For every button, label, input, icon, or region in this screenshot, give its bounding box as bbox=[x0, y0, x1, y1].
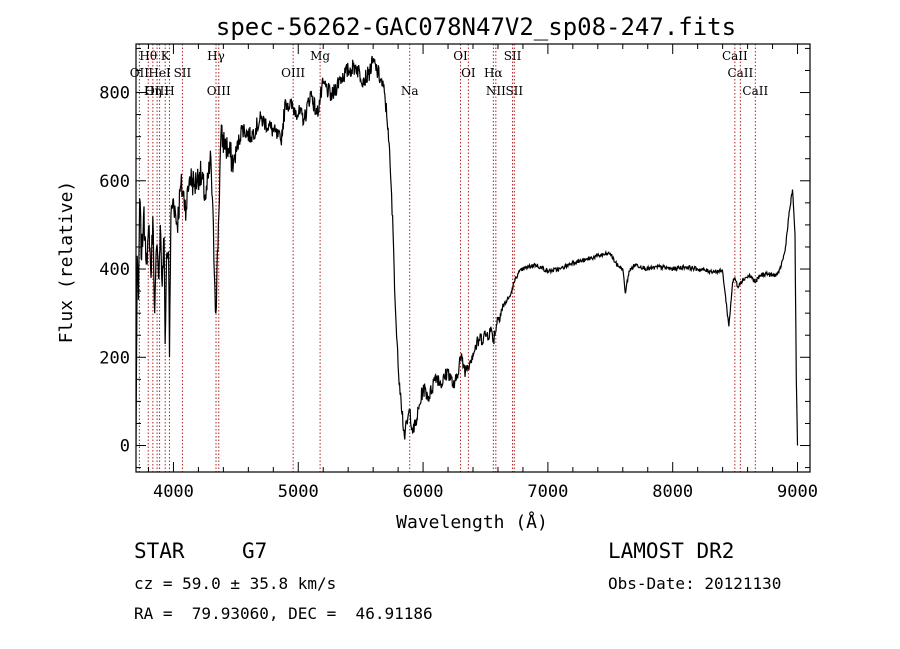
coordinates-text: RA = 79.93060, DEC = 46.91186 bbox=[134, 604, 433, 623]
x-tick-label: 4000 bbox=[153, 482, 194, 502]
line-marker-label: CaII bbox=[727, 66, 753, 80]
obs-date-text: Obs-Date: 20121130 bbox=[608, 574, 781, 593]
line-marker-label: SII bbox=[174, 66, 192, 80]
line-marker-label: OIII bbox=[207, 84, 231, 98]
line-marker-label: OII bbox=[130, 66, 150, 80]
x-tick-label: 5000 bbox=[278, 482, 319, 502]
line-marker-label: OIII bbox=[281, 66, 305, 80]
emission-line-markers bbox=[138, 44, 756, 472]
chart-title: spec-56262-GAC078N47V2_sp08-247.fits bbox=[216, 13, 736, 41]
line-marker-label: Na bbox=[401, 84, 419, 98]
x-tick-label: 6000 bbox=[403, 482, 444, 502]
x-tick-label: 7000 bbox=[527, 482, 568, 502]
line-marker-label: HeI bbox=[148, 66, 171, 80]
x-tick-label: 9000 bbox=[777, 482, 818, 502]
line-marker-label: H bbox=[164, 84, 174, 98]
line-marker-label: SII bbox=[504, 49, 522, 63]
y-axis-label: Flux (relative) bbox=[56, 181, 77, 344]
y-axis-ticks: 0 200 400 600 800 bbox=[99, 47, 810, 469]
x-axis-ticks: 4000 5000 6000 7000 8000 9000 bbox=[147, 44, 818, 502]
x-axis-label: Wavelength (Å) bbox=[396, 511, 548, 533]
line-marker-label: Hη bbox=[144, 84, 162, 98]
line-marker-label: CaII bbox=[722, 49, 748, 63]
line-marker-label: Hθ bbox=[139, 49, 157, 63]
line-marker-label: Hα bbox=[484, 66, 503, 80]
line-marker-label: Mg bbox=[310, 49, 330, 63]
y-tick-label: 400 bbox=[99, 260, 130, 280]
line-marker-label: OI bbox=[461, 66, 476, 80]
line-marker-label: NII bbox=[486, 84, 506, 98]
redshift-text: cz = 59.0 ± 35.8 km/s bbox=[134, 574, 336, 593]
line-marker-label: SII bbox=[505, 84, 523, 98]
line-marker-label: OI bbox=[453, 49, 468, 63]
y-tick-label: 600 bbox=[99, 172, 130, 192]
line-marker-label: OIII bbox=[145, 84, 169, 98]
y-tick-label: 800 bbox=[99, 84, 130, 104]
survey-name-text: LAMOST DR2 bbox=[608, 539, 734, 563]
line-marker-label: CaII bbox=[742, 84, 768, 98]
line-marker-label: K bbox=[161, 49, 171, 63]
line-marker-label: Hγ bbox=[207, 49, 225, 63]
x-tick-label: 8000 bbox=[652, 482, 693, 502]
plot-frame bbox=[135, 43, 811, 473]
y-tick-label: 0 bbox=[120, 437, 130, 457]
object-class-text: STAR bbox=[134, 539, 185, 563]
spectrum-series-line bbox=[136, 55, 799, 446]
object-subclass-text: G7 bbox=[242, 539, 267, 563]
y-tick-label: 200 bbox=[99, 348, 130, 368]
